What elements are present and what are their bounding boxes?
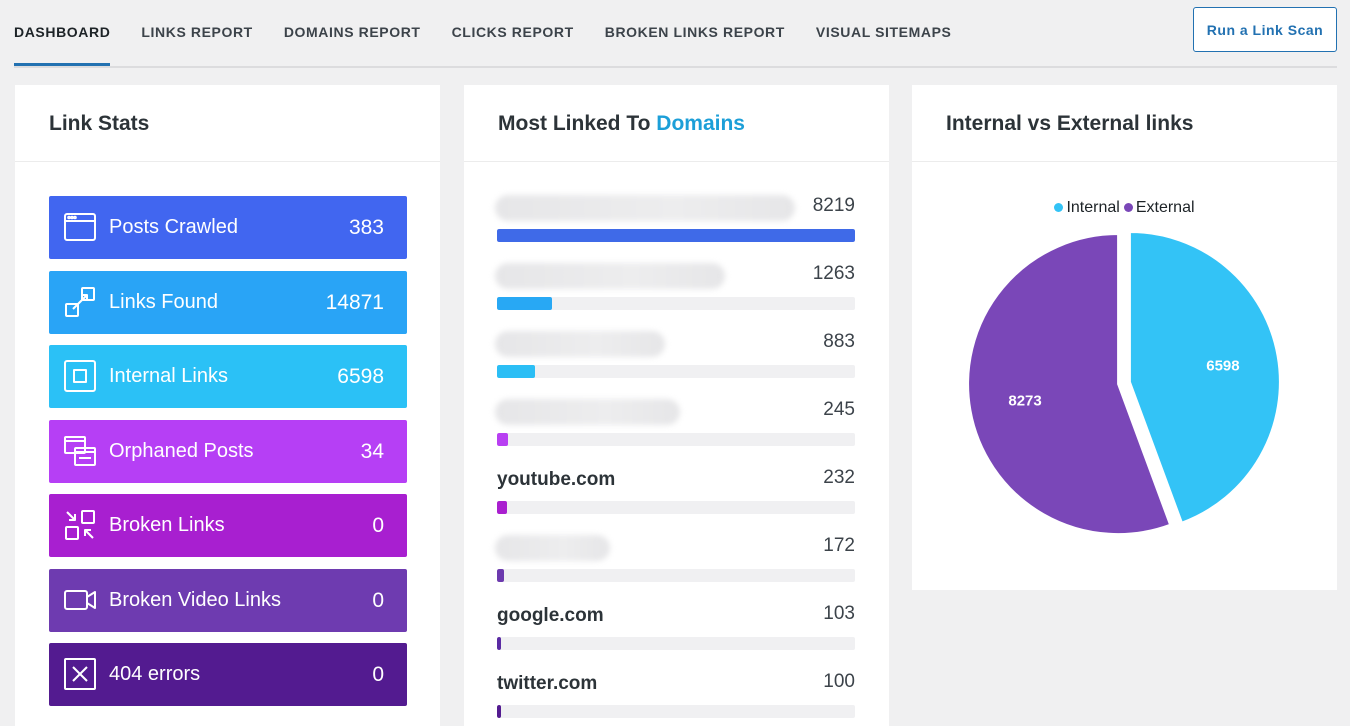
stat-value: 34 bbox=[360, 439, 384, 463]
domain-bar bbox=[497, 229, 855, 242]
video-camera-icon bbox=[63, 583, 97, 617]
redacted-domain-name bbox=[495, 263, 725, 289]
stat-internal-links[interactable]: Internal Links 6598 bbox=[49, 345, 407, 408]
domain-bar bbox=[497, 297, 552, 310]
domain-row: twitter.com 100 bbox=[497, 671, 855, 726]
domain-row: 883 bbox=[495, 331, 855, 391]
broken-link-icon bbox=[63, 508, 97, 542]
report-tabs: DASHBOARD LINKS REPORT DOMAINS REPORT CLICK… bbox=[14, 0, 982, 68]
title-prefix: Most Linked To bbox=[498, 112, 651, 135]
redacted-domain-name bbox=[495, 399, 680, 425]
pie-value-label-internal: 6598 bbox=[1206, 357, 1239, 374]
domain-bar-track bbox=[497, 705, 855, 718]
domain-count: 245 bbox=[823, 399, 855, 420]
pie-legend: Internal External bbox=[912, 199, 1337, 217]
stat-value: 0 bbox=[372, 588, 384, 612]
domain-bar-track bbox=[497, 501, 855, 514]
tab-visual-sitemaps[interactable]: VISUAL SITEMAPS bbox=[815, 24, 952, 40]
link-stats-card: Link Stats Posts Crawled 383 Links Found 14… bbox=[15, 85, 440, 726]
domain-bar bbox=[497, 365, 536, 378]
tab-domains-report[interactable]: DOMAINS REPORT bbox=[283, 24, 421, 40]
stat-label: 404 errors bbox=[109, 663, 201, 685]
stat-posts-crawled[interactable]: Posts Crawled 383 bbox=[49, 196, 407, 259]
stat-value: 14871 bbox=[325, 290, 384, 314]
tab-dashboard[interactable]: DASHBOARD bbox=[14, 0, 111, 66]
tab-links-report[interactable]: LINKS REPORT bbox=[141, 24, 253, 40]
domain-count: 103 bbox=[823, 603, 855, 624]
stat-value: 0 bbox=[372, 514, 384, 537]
pie-slice-external[interactable] bbox=[967, 233, 1172, 536]
most-linked-domains-card: Most Linked To Domains 8219 1263 883 245 you… bbox=[464, 85, 889, 726]
stat-label: Broken Links bbox=[109, 514, 225, 536]
domain-bar-track bbox=[497, 433, 855, 446]
browser-window-icon bbox=[63, 210, 97, 244]
pie-title: Internal vs External links bbox=[912, 85, 1337, 162]
nav-divider bbox=[14, 66, 1337, 68]
link-expand-icon bbox=[63, 285, 97, 319]
redacted-domain-name bbox=[495, 535, 610, 561]
domain-count: 8219 bbox=[812, 195, 855, 216]
domain-count: 172 bbox=[823, 535, 855, 556]
pie-value-label-external: 8273 bbox=[1008, 393, 1041, 410]
domain-bar-track bbox=[497, 229, 855, 242]
legend-swatch bbox=[1123, 202, 1133, 212]
inner-square-icon bbox=[63, 359, 97, 393]
domain-bar bbox=[497, 433, 508, 446]
stat-orphaned-posts[interactable]: Orphaned Posts 34 bbox=[49, 419, 407, 483]
run-link-scan-button[interactable]: Run a Link Scan bbox=[1193, 7, 1337, 52]
top-navigation: DASHBOARD LINKS REPORT DOMAINS REPORT CLICK… bbox=[0, 0, 1350, 68]
stat-label: Posts Crawled bbox=[109, 216, 238, 238]
redacted-domain-name bbox=[495, 331, 665, 357]
domain-bar bbox=[497, 637, 502, 650]
legend-swatch bbox=[1054, 202, 1064, 212]
link-stats-title: Link Stats bbox=[15, 85, 440, 162]
domain-row: google.com 103 bbox=[497, 603, 855, 663]
internal-vs-external-card: Internal vs External links Internal Exter… bbox=[912, 85, 1337, 590]
domain-row: 1263 bbox=[495, 263, 855, 323]
legend-item-external[interactable]: External bbox=[1123, 199, 1195, 216]
pie-slice-internal[interactable] bbox=[1128, 230, 1281, 524]
stat-value: 6598 bbox=[337, 365, 384, 388]
domain-name[interactable]: twitter.com bbox=[497, 673, 598, 694]
most-linked-domains-title: Most Linked To Domains bbox=[464, 85, 889, 162]
domains-link[interactable]: Domains bbox=[656, 112, 745, 135]
stacked-windows-icon bbox=[63, 434, 97, 468]
redacted-domain-name bbox=[495, 195, 795, 221]
stat-label: Internal Links bbox=[109, 365, 228, 387]
stat-broken-links[interactable]: Broken Links 0 bbox=[49, 494, 407, 557]
domain-row: 245 bbox=[495, 399, 855, 459]
domain-bar bbox=[497, 501, 508, 514]
stat-links-found[interactable]: Links Found 14871 bbox=[49, 270, 407, 334]
stat-label: Orphaned Posts bbox=[109, 439, 254, 462]
tab-clicks-report[interactable]: CLICKS REPORT bbox=[451, 24, 574, 40]
stat-value: 383 bbox=[348, 216, 384, 239]
pie-chart: 6598 8273 bbox=[967, 230, 1281, 536]
domain-count: 883 bbox=[823, 331, 855, 352]
stat-404-errors[interactable]: 404 errors 0 bbox=[49, 643, 407, 706]
legend-label: External bbox=[1135, 199, 1195, 216]
stat-value: 0 bbox=[372, 663, 384, 686]
domain-bar bbox=[497, 569, 505, 582]
domain-bar bbox=[497, 705, 502, 718]
domain-count: 100 bbox=[823, 671, 855, 692]
domain-name[interactable]: google.com bbox=[497, 605, 604, 626]
domain-bar-track bbox=[497, 569, 855, 582]
domain-bar-track bbox=[497, 297, 855, 310]
domain-count: 1263 bbox=[812, 263, 855, 284]
stat-label: Links Found bbox=[109, 290, 218, 313]
x-box-icon bbox=[63, 657, 97, 691]
domain-bar-track bbox=[497, 637, 855, 650]
domain-bar-track bbox=[497, 365, 855, 378]
domain-row: 172 bbox=[495, 535, 855, 595]
legend-item-internal[interactable]: Internal bbox=[1054, 199, 1120, 216]
domain-row: 8219 bbox=[495, 195, 855, 255]
stat-label: Broken Video Links bbox=[109, 588, 281, 611]
domain-row: youtube.com 232 bbox=[497, 467, 855, 527]
legend-label: Internal bbox=[1066, 199, 1120, 216]
domain-count: 232 bbox=[823, 467, 855, 488]
stat-broken-video-links[interactable]: Broken Video Links 0 bbox=[49, 568, 407, 632]
domain-name[interactable]: youtube.com bbox=[497, 469, 616, 490]
tab-broken-links-report[interactable]: BROKEN LINKS REPORT bbox=[604, 24, 785, 40]
